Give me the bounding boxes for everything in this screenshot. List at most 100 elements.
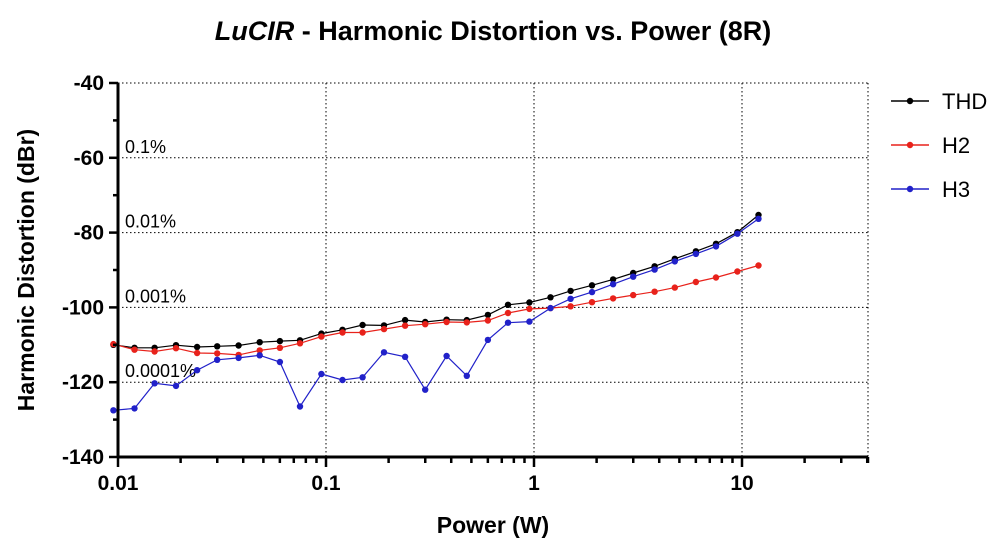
data-point (630, 273, 637, 280)
data-point (484, 317, 492, 324)
data-point (588, 282, 596, 289)
y-tick-label: -60 (74, 147, 104, 170)
data-point (235, 342, 242, 349)
data-point (401, 316, 409, 324)
x-tick-label: 1 (528, 472, 540, 495)
data-point (609, 276, 617, 283)
data-point (671, 258, 678, 265)
data-point (235, 354, 242, 362)
data-point (359, 321, 366, 329)
data-point (296, 340, 304, 347)
x-tick-label: 0.1 (311, 472, 341, 495)
y-tick-label: -40 (74, 72, 104, 95)
series-thd (110, 211, 762, 351)
data-point (630, 291, 637, 299)
data-point (755, 262, 762, 269)
data-point (734, 268, 741, 275)
reference-label: 0.01% (125, 212, 176, 232)
data-point (151, 380, 158, 387)
data-point (734, 230, 741, 237)
data-point (256, 352, 263, 359)
data-point (504, 319, 512, 326)
data-point (256, 347, 263, 354)
data-point (380, 349, 388, 356)
data-point (712, 243, 720, 250)
data-point (484, 311, 492, 319)
data-point (484, 336, 492, 344)
data-point (422, 386, 429, 393)
data-point (359, 329, 366, 336)
data-point (504, 309, 512, 317)
data-point (339, 329, 346, 336)
legend-label: H3 (942, 177, 970, 202)
y-axis-label: Harmonic Distortion (dBr) (13, 129, 39, 411)
legend-swatch-marker (906, 141, 914, 149)
legend-swatch-marker (906, 185, 914, 193)
chart-title-italic: LuCIR (215, 16, 295, 46)
legend-label: H2 (942, 133, 970, 158)
data-point (401, 322, 409, 329)
data-point (422, 321, 429, 328)
data-point (504, 301, 512, 308)
data-point (609, 281, 617, 288)
data-point (567, 295, 574, 302)
grid-lines (118, 82, 869, 457)
data-point (526, 299, 533, 306)
data-point (318, 370, 325, 378)
legend-item-h3: H3 (891, 177, 970, 202)
legend-item-h2: H2 (891, 133, 970, 158)
data-point (193, 343, 201, 351)
y-tick-label: -100 (62, 296, 104, 319)
data-point (692, 250, 700, 258)
y-tick-label: -120 (62, 371, 104, 394)
data-point (193, 349, 201, 357)
data-point (567, 303, 574, 310)
data-point (131, 346, 138, 353)
data-point (359, 374, 366, 381)
data-series (110, 211, 762, 414)
chart-title: LuCIR - Harmonic Distortion vs. Power (8… (215, 16, 772, 46)
data-point (172, 382, 180, 390)
data-point (151, 348, 158, 355)
legend-label: THD (942, 89, 987, 114)
data-point (193, 367, 201, 374)
data-point (526, 305, 533, 313)
reference-label: 0.0001% (125, 361, 196, 381)
y-tick-label: -80 (74, 222, 104, 245)
data-point (131, 405, 138, 412)
data-point (172, 345, 180, 352)
data-point (110, 407, 117, 414)
data-point (526, 318, 533, 325)
chart-title-rest: - Harmonic Distortion vs. Power (8R) (294, 16, 771, 46)
series-h2 (110, 262, 762, 359)
data-point (609, 295, 617, 302)
data-point (296, 403, 304, 410)
data-point (547, 294, 554, 301)
reference-label: 0.001% (125, 286, 186, 306)
data-point (463, 319, 470, 326)
data-point (463, 372, 470, 379)
data-point (276, 344, 284, 351)
data-point (588, 288, 596, 296)
data-point (214, 343, 221, 350)
data-point (692, 278, 700, 286)
series-line-h2 (113, 264, 759, 356)
x-axis-label: Power (W) (437, 512, 549, 538)
data-point (651, 288, 658, 295)
reference-labels: 0.1% 0.01% 0.001% 0.0001% (125, 137, 196, 381)
series-line-thd (113, 214, 759, 349)
data-point (671, 284, 678, 291)
data-point (214, 350, 221, 357)
data-point (443, 318, 450, 326)
y-tick-label: -140 (62, 446, 104, 469)
data-point (651, 266, 658, 273)
data-point (712, 274, 720, 281)
legend: THD H2 H3 (891, 89, 987, 202)
data-point (276, 358, 284, 366)
data-point (256, 339, 263, 346)
x-axis-ticks: 0.01 0.1 1 10 (98, 457, 870, 495)
data-point (339, 376, 346, 384)
series-h3 (110, 215, 762, 414)
data-point (547, 304, 554, 312)
